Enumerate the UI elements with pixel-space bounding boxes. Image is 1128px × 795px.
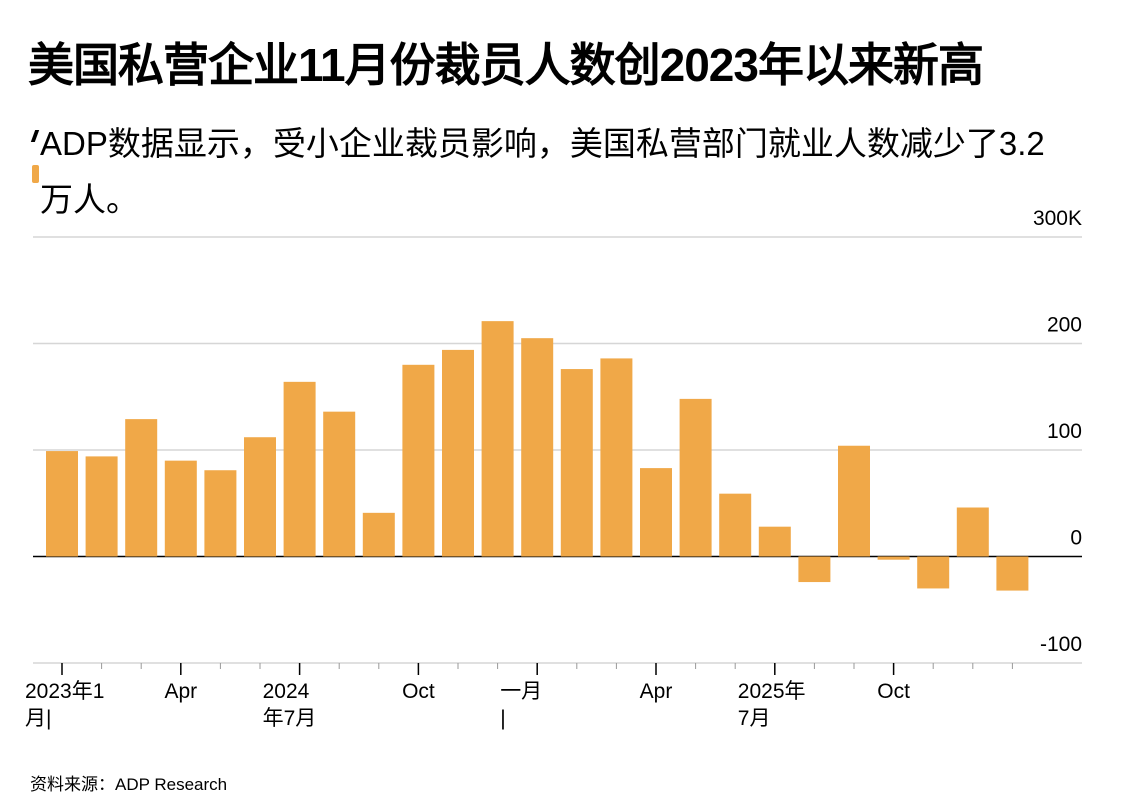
- bar: [838, 445, 870, 557]
- bar: [46, 451, 78, 557]
- bar: [996, 556, 1029, 591]
- x-tick-label: Oct: [402, 680, 435, 703]
- bar: [481, 321, 514, 557]
- y-tick-label: 100: [1047, 420, 1082, 443]
- bar: [640, 468, 672, 557]
- x-tick-label: 2025年 7月: [738, 680, 806, 730]
- y-tick-label: 300K: [1033, 207, 1082, 230]
- x-tick-label: 2024 年7月: [263, 680, 317, 730]
- bar: [402, 364, 435, 557]
- chart-subtitle: ADP数据显示，受小企业裁员影响，美国私营部门就业人数减少了3.2万人。: [40, 125, 1045, 218]
- y-tick-label: 200: [1047, 314, 1082, 337]
- bar: [283, 381, 316, 557]
- bar: [600, 358, 633, 557]
- bar: [521, 338, 554, 557]
- bar: [204, 470, 237, 557]
- chart-title: 美国私营企业11月份裁员人数创2023年以来新高: [28, 39, 984, 91]
- bar: [798, 556, 831, 583]
- bar: [125, 419, 158, 557]
- bar: [442, 349, 474, 557]
- bar: [85, 456, 118, 557]
- x-tick-label: Oct: [877, 680, 910, 703]
- y-tick-label: -100: [1040, 633, 1082, 656]
- y-tick-label: 0: [1070, 527, 1082, 550]
- bar: [956, 507, 989, 557]
- source-note: 资料来源：ADP Research: [30, 775, 228, 794]
- bar: [323, 411, 356, 557]
- bar: [164, 460, 197, 557]
- bar: [719, 493, 752, 557]
- bar: [758, 526, 791, 557]
- x-tick-label: Apr: [164, 680, 197, 703]
- x-tick-label: 2023年1 月|: [25, 680, 104, 730]
- bar: [362, 512, 395, 557]
- x-tick-label: Apr: [640, 680, 673, 703]
- bar: [244, 437, 276, 557]
- bar: [560, 369, 593, 557]
- x-tick-label: 一月|: [500, 680, 542, 730]
- bar: [877, 556, 910, 560]
- legend-swatch: [32, 165, 39, 183]
- bar: [679, 398, 712, 557]
- bar: [917, 556, 950, 589]
